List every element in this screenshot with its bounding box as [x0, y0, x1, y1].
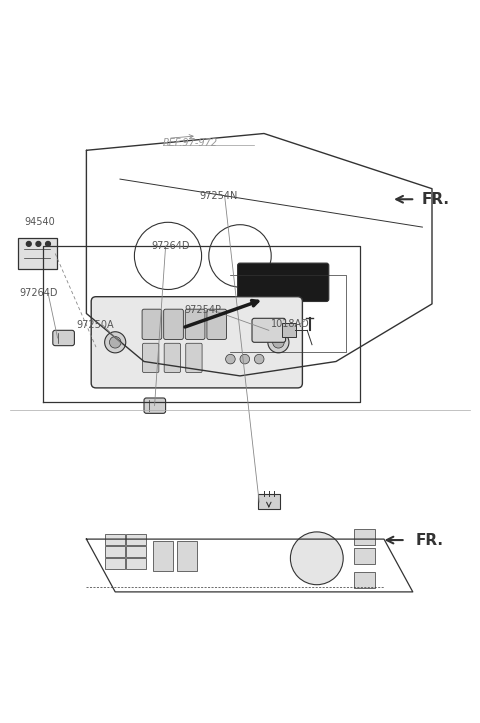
Text: 97264D: 97264D [19, 288, 58, 298]
Text: 97264D: 97264D [151, 241, 190, 252]
Text: 97254N: 97254N [199, 191, 238, 201]
Text: FR.: FR. [421, 192, 449, 207]
FancyBboxPatch shape [354, 548, 375, 564]
FancyBboxPatch shape [282, 323, 296, 337]
FancyBboxPatch shape [185, 309, 205, 339]
Circle shape [105, 332, 126, 353]
Circle shape [36, 241, 41, 247]
Text: 94540: 94540 [24, 218, 55, 227]
Circle shape [254, 354, 264, 364]
FancyBboxPatch shape [126, 547, 146, 557]
FancyBboxPatch shape [144, 398, 166, 414]
Text: REF.97-972: REF.97-972 [163, 138, 218, 148]
FancyBboxPatch shape [354, 572, 375, 588]
Circle shape [46, 241, 50, 247]
FancyBboxPatch shape [258, 495, 280, 509]
FancyBboxPatch shape [252, 318, 286, 342]
FancyBboxPatch shape [153, 541, 173, 571]
FancyBboxPatch shape [164, 343, 180, 372]
FancyBboxPatch shape [164, 309, 183, 339]
Circle shape [273, 336, 284, 348]
FancyBboxPatch shape [354, 529, 375, 545]
Circle shape [109, 336, 121, 348]
Circle shape [226, 354, 235, 364]
FancyBboxPatch shape [177, 541, 197, 571]
FancyBboxPatch shape [53, 330, 74, 346]
FancyBboxPatch shape [186, 343, 202, 372]
FancyBboxPatch shape [105, 558, 125, 569]
Text: 97250A: 97250A [77, 320, 114, 330]
FancyBboxPatch shape [18, 238, 57, 270]
Text: FR.: FR. [415, 533, 443, 547]
FancyBboxPatch shape [105, 547, 125, 557]
Text: 1018AD: 1018AD [271, 319, 310, 329]
Circle shape [26, 241, 31, 247]
FancyBboxPatch shape [238, 263, 329, 301]
FancyBboxPatch shape [91, 296, 302, 388]
FancyBboxPatch shape [142, 309, 162, 339]
Circle shape [268, 332, 289, 353]
Circle shape [240, 354, 250, 364]
FancyBboxPatch shape [207, 309, 227, 339]
FancyBboxPatch shape [143, 343, 159, 372]
Circle shape [290, 532, 343, 585]
FancyBboxPatch shape [126, 558, 146, 569]
Text: 97254P: 97254P [185, 304, 222, 315]
FancyBboxPatch shape [105, 534, 125, 545]
FancyBboxPatch shape [126, 534, 146, 545]
